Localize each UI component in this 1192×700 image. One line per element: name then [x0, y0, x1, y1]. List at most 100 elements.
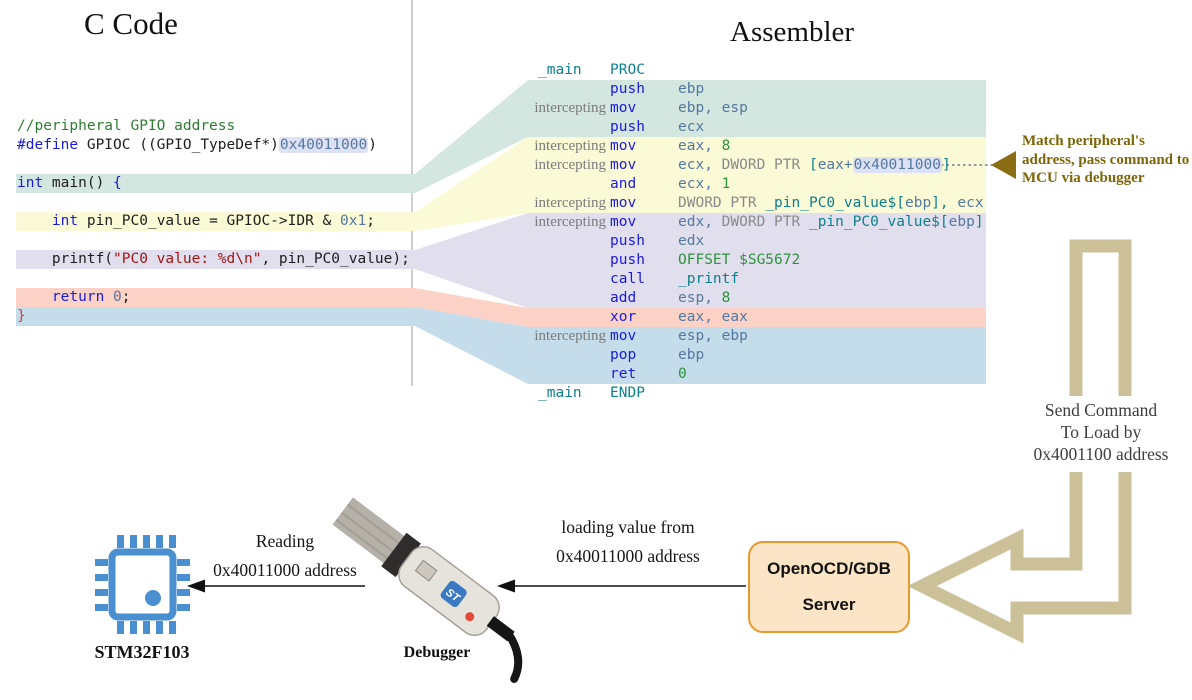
- server-to-debugger-arrow: [497, 579, 746, 593]
- code-token: ecx,: [678, 157, 722, 173]
- asm-opcode: PROC: [610, 62, 645, 78]
- code-token: DWORD PTR: [721, 157, 809, 173]
- code-token: ;: [366, 213, 375, 229]
- asm-opcode: ret: [610, 366, 637, 382]
- asm-brace-band: [528, 327, 986, 384]
- reading-address-note: Reading 0x40011000 address: [195, 527, 375, 585]
- annotation-line: 0x40011000 address: [556, 546, 700, 566]
- c-printf-band: [16, 250, 415, 269]
- asm-row: push ecx: [528, 118, 986, 137]
- asm-row: intercepting mov edx, DWORD PTR _pin_PC0_v…: [528, 213, 986, 232]
- asm-operands: OFFSET $SG5672: [678, 251, 800, 270]
- code-token: printf(: [17, 251, 114, 267]
- code-token: _pin_PC0_value$: [765, 195, 897, 211]
- annotation-line: 0x40011000 address: [213, 560, 357, 580]
- code-token: ebp: [678, 347, 705, 363]
- code-token: int: [51, 213, 79, 229]
- send-command-note: Send Command To Load by 0x4001100 address: [1008, 399, 1192, 465]
- code-token: ebp: [678, 81, 705, 97]
- asm-row: call _printf: [528, 270, 986, 289]
- asm-opcode: mov: [610, 157, 637, 173]
- code-token: eax, eax: [678, 309, 748, 325]
- annotation-line: 0x4001100 address: [1033, 444, 1169, 464]
- asm-row: ret 0: [528, 365, 986, 384]
- asm-row: push OFFSET $SG5672: [528, 251, 986, 270]
- asm-row: intercepting mov eax, 8: [528, 137, 986, 156]
- intercepting-label: intercepting: [534, 100, 606, 116]
- c-brace-band: [16, 307, 415, 326]
- code-token: [: [896, 195, 905, 211]
- asm-operands: esp, 8: [678, 289, 730, 308]
- c-code-line: int pin_PC0_value = GPIOC->IDR & 0x1;: [17, 212, 375, 231]
- code-token: [17, 289, 52, 305]
- c-code-line: //peripheral GPIO address: [17, 117, 235, 136]
- code-token: _pin_PC0_value$: [808, 214, 940, 230]
- code-token: ]: [974, 214, 984, 230]
- code-token: edx: [678, 233, 705, 249]
- code-token: eax+: [817, 157, 853, 173]
- code-token: ebp: [948, 214, 975, 230]
- code-token: ecx: [957, 195, 984, 211]
- asm-opcode: xor: [610, 309, 637, 325]
- code-token: 0x1: [340, 213, 367, 229]
- asm-row: intercepting mov ecx, DWORD PTR [eax+0x400…: [528, 156, 986, 175]
- c-code-line: int main() {: [17, 174, 122, 193]
- asm-operands: esp, ebp: [678, 327, 748, 346]
- asm-row: intercepting mov DWORD PTR _pin_PC0_value$…: [528, 194, 986, 213]
- code-token: ]: [941, 157, 951, 173]
- asm-operands: ecx, DWORD PTR [eax+0x40011000]: [678, 156, 951, 175]
- code-token: [17, 213, 52, 229]
- asm-opcode: push: [610, 252, 645, 268]
- c-code-line: return 0;: [17, 288, 131, 307]
- code-token: [: [939, 214, 949, 230]
- code-token: }: [17, 308, 26, 324]
- annotation-line: Reading: [255, 531, 315, 551]
- asm-opcode: mov: [610, 138, 637, 154]
- match-pointer: [941, 151, 1016, 179]
- match-peripheral-note: Match peripheral's address, pass command…: [1022, 133, 1190, 186]
- assembler-title: Assembler: [730, 16, 855, 48]
- mcu-label: STM32F103: [94, 642, 190, 662]
- asm-proc-label: _main: [538, 385, 582, 401]
- openocd-gdb-server-box: OpenOCD/GDB Server: [748, 541, 910, 633]
- annotation-line: loading value from: [561, 517, 695, 537]
- intercepting-label: intercepting: [534, 138, 606, 154]
- asm-opcode: add: [610, 290, 637, 306]
- mcu-chip-icon: [95, 535, 190, 634]
- asm-row: xor eax, eax: [528, 308, 986, 327]
- debugger-to-mcu-arrow: [187, 579, 365, 593]
- loading-value-note: loading value from 0x40011000 address: [528, 513, 728, 571]
- asm-printf-band: [528, 213, 986, 308]
- server-label-line1: OpenOCD/GDB: [767, 559, 891, 578]
- asm-opcode: pop: [610, 347, 637, 363]
- code-token: ): [368, 137, 377, 153]
- code-token: GPIOC ((GPIO_TypeDef*): [78, 137, 279, 153]
- code-token: edx,: [678, 214, 722, 230]
- ribbon-connector: [381, 532, 421, 578]
- c-return-band: [16, 288, 415, 307]
- code-token: return: [51, 289, 105, 305]
- asm-opcode: push: [610, 119, 645, 135]
- connector-read-band: [415, 137, 528, 231]
- asm-opcode: mov: [610, 195, 637, 211]
- code-token: ebp, esp: [678, 100, 748, 116]
- code-token: #define: [17, 137, 79, 153]
- connector-printf-band: [415, 213, 528, 308]
- led-indicator: [465, 612, 475, 622]
- asm-opcode: mov: [610, 100, 637, 116]
- asm-operands: 0: [678, 365, 687, 384]
- asm-main-band: [528, 80, 986, 137]
- asm-operands: ebp, esp: [678, 99, 748, 118]
- asm-opcode: push: [610, 233, 645, 249]
- asm-operands: ebp: [678, 346, 704, 365]
- code-token: eax,: [678, 138, 722, 154]
- code-token: {: [113, 175, 122, 191]
- code-token: //peripheral GPIO address: [17, 118, 236, 134]
- asm-opcode: ENDP: [610, 385, 645, 401]
- asm-opcode: call: [610, 271, 645, 287]
- connector-brace-band: [415, 307, 528, 384]
- code-token: [104, 289, 113, 305]
- asm-operands: eax, 8: [678, 137, 730, 156]
- asm-operands: _printf: [678, 270, 739, 289]
